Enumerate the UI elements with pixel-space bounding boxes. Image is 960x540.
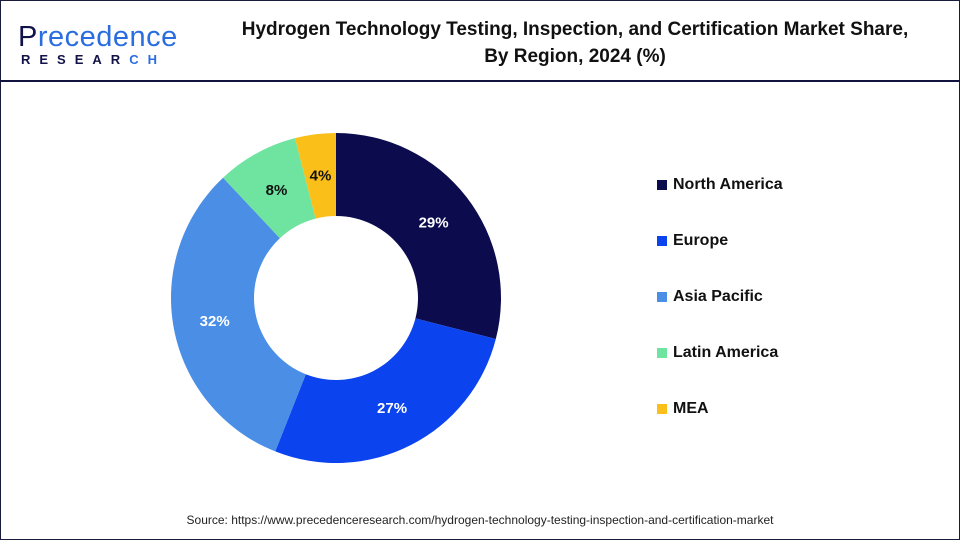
logo-sub: RESEAR bbox=[21, 52, 130, 67]
legend-label: Asia Pacific bbox=[673, 288, 763, 305]
legend: North America Europe Asia Pacific Latin Ame… bbox=[657, 174, 783, 454]
legend-swatch bbox=[657, 292, 667, 302]
legend-label: Latin America bbox=[673, 344, 779, 361]
logo-word: recedence bbox=[37, 21, 178, 53]
legend-swatch bbox=[657, 404, 667, 414]
legend-swatch bbox=[657, 236, 667, 246]
legend-item: Asia Pacific bbox=[657, 286, 783, 308]
data-label: 4% bbox=[310, 167, 332, 184]
legend-item: Europe bbox=[657, 230, 783, 252]
chart-title: Hydrogen Technology Testing, Inspection,… bbox=[195, 16, 955, 70]
slice-latin-america bbox=[223, 138, 316, 239]
source-text: Source: https://www.precedenceresearch.c… bbox=[186, 513, 774, 527]
legend-label: Europe bbox=[673, 232, 729, 249]
slice-mea bbox=[294, 133, 336, 219]
legend-item: Latin America bbox=[657, 342, 783, 364]
title-line-1: Hydrogen Technology Testing, Inspection,… bbox=[241, 19, 909, 40]
logo-letter: P bbox=[18, 21, 38, 53]
slice-asia-pacific bbox=[171, 177, 306, 452]
legend-item: MEA bbox=[657, 398, 783, 420]
data-label: 8% bbox=[266, 182, 288, 199]
legend-swatch bbox=[657, 348, 667, 358]
legend-swatch bbox=[657, 180, 667, 190]
slice-north-america bbox=[336, 133, 501, 340]
title-line-2: By Region, 2024 (%) bbox=[484, 46, 666, 67]
slice-europe bbox=[275, 318, 496, 463]
data-label: 27% bbox=[377, 400, 407, 417]
data-label: 29% bbox=[419, 214, 449, 231]
legend-label: MEA bbox=[673, 400, 709, 417]
data-label: 32% bbox=[200, 313, 230, 330]
logo-sub-end: CH bbox=[129, 52, 166, 67]
logo: Precedence RESEARCH bbox=[18, 22, 178, 67]
legend-label: North America bbox=[673, 176, 783, 193]
legend-item: North America bbox=[657, 174, 783, 196]
header-divider bbox=[0, 80, 960, 82]
